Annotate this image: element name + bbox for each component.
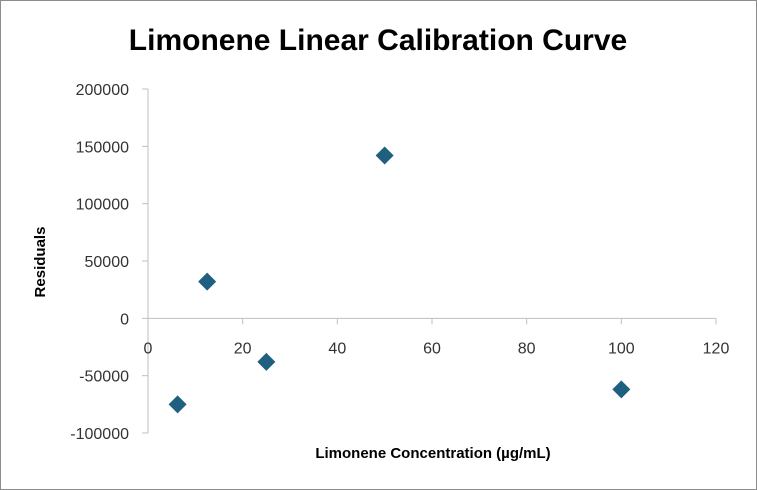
chart-title: Limonene Linear Calibration Curve bbox=[129, 24, 627, 57]
x-axis-label: Limonene Concentration (µg/mL) bbox=[315, 445, 550, 462]
x-tick-label: 60 bbox=[423, 340, 441, 357]
data-point bbox=[257, 352, 276, 371]
x-tick-label: 80 bbox=[518, 340, 536, 357]
data-point bbox=[375, 146, 394, 165]
y-tick-label: 50000 bbox=[85, 254, 130, 271]
y-tick-label: 150000 bbox=[76, 139, 129, 156]
y-axis-label: Residuals bbox=[32, 227, 49, 298]
x-tick-label: 20 bbox=[234, 340, 252, 357]
x-tick-label: 40 bbox=[328, 340, 346, 357]
x-tick-label: 100 bbox=[608, 340, 635, 357]
x-tick-label: 120 bbox=[703, 340, 730, 357]
y-tick-labels: 200000 150000 100000 50000 0 -50000 -100000 bbox=[70, 82, 148, 443]
y-tick-label: 100000 bbox=[76, 197, 129, 214]
y-tick-label: 200000 bbox=[76, 82, 129, 99]
data-points bbox=[168, 146, 631, 414]
y-tick-label: -100000 bbox=[70, 426, 129, 443]
axes bbox=[147, 89, 716, 433]
y-tick-label: -50000 bbox=[79, 369, 129, 386]
y-tick-label: 0 bbox=[120, 311, 129, 328]
data-point bbox=[168, 395, 187, 414]
data-point bbox=[612, 380, 631, 399]
data-point bbox=[198, 272, 217, 291]
x-tick-label: 0 bbox=[144, 340, 153, 357]
x-tick-labels: 0 20 40 60 80 100 120 bbox=[144, 318, 730, 357]
